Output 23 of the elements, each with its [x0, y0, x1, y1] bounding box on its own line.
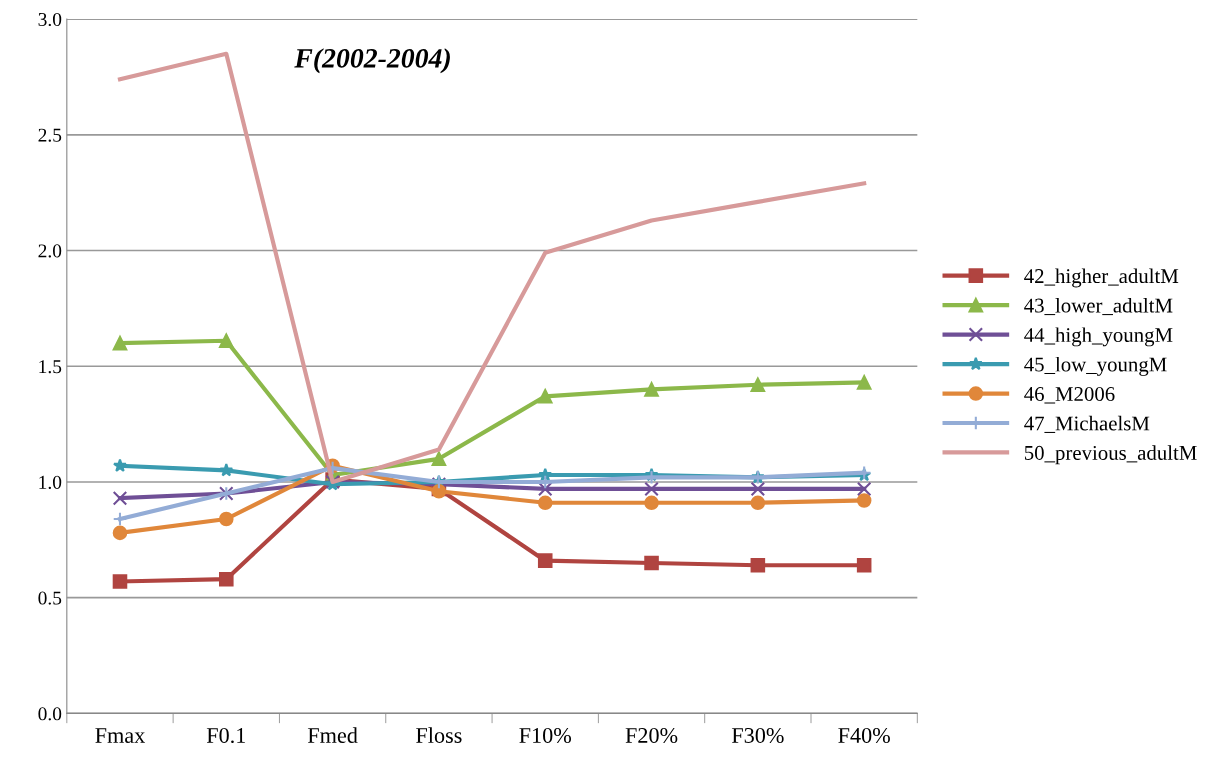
- x-tick-label: F30%: [731, 727, 784, 744]
- x-tick-label: Fmed: [307, 727, 358, 743]
- text: F(2002-2004): [294, 48, 450, 74]
- x-tick-label: Fmax: [95, 728, 146, 743]
- y-tick-label: 2.0: [38, 244, 62, 258]
- y-tick-label: 3.0: [38, 12, 62, 27]
- x-tick-label: F10%: [519, 727, 572, 744]
- y-tick-label: 1.0: [39, 475, 62, 489]
- x-tick-label: F20%: [625, 727, 678, 744]
- y-tick-label: 1.5: [39, 360, 62, 374]
- legend-label: 42_higher_adultM: [1024, 268, 1179, 288]
- legend-label: 44_high_youngM: [1024, 327, 1173, 347]
- legend-label: 45_low_youngM: [1024, 356, 1167, 376]
- legend-label: 46_M2006: [1024, 386, 1115, 404]
- y-tick-label: 0.5: [38, 591, 62, 605]
- x-tick-label: Floss: [416, 727, 462, 743]
- y-tick-label: 2.5: [38, 128, 62, 142]
- x-tick-label: F0.1: [206, 727, 246, 744]
- x-tick-label: F40%: [838, 727, 890, 744]
- legend-label: 43_lower_adultM: [1024, 297, 1173, 316]
- legend-label: 47_MichaelsM: [1024, 415, 1150, 433]
- y-tick-label: 0.0: [38, 707, 62, 721]
- legend-label: 50_previous_adultM: [1024, 445, 1197, 465]
